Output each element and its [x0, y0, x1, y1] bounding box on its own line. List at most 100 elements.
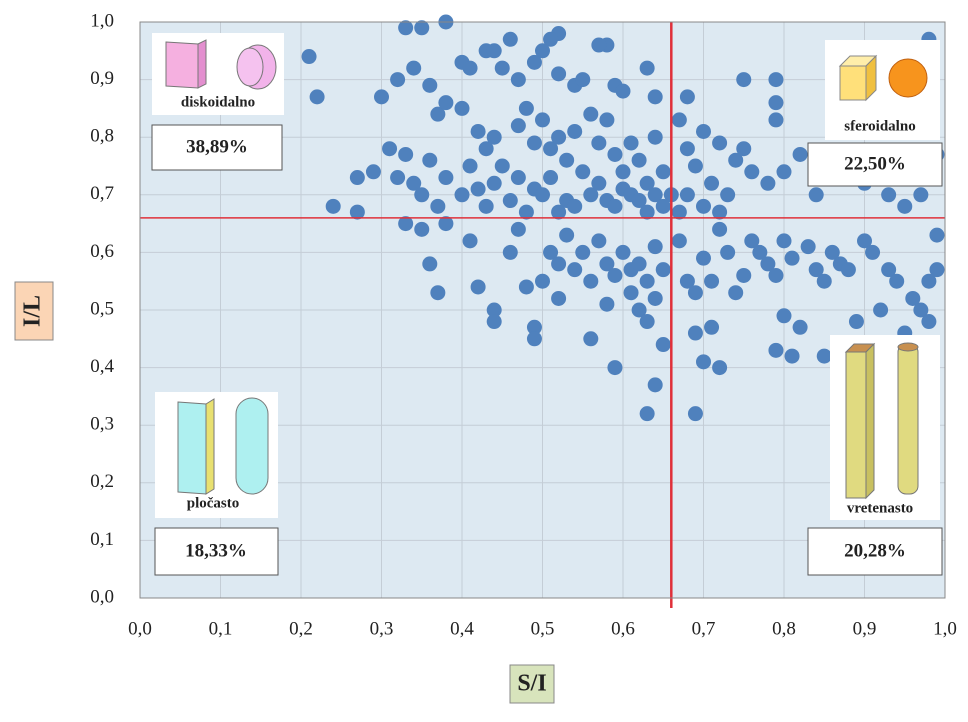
point: [921, 273, 937, 289]
point: [551, 290, 567, 306]
point: [438, 95, 454, 111]
point: [655, 337, 671, 353]
y-tick-label: 0,2: [90, 471, 114, 492]
point: [583, 331, 599, 347]
point: [687, 158, 703, 174]
annotation: sferoidalno: [844, 118, 915, 134]
point: [929, 227, 945, 243]
y-tick-label: 0,5: [90, 298, 114, 319]
point: [696, 354, 711, 370]
point: [414, 221, 430, 237]
point: [704, 175, 720, 191]
point: [776, 233, 792, 249]
point: [768, 95, 784, 111]
point: [494, 158, 510, 174]
annotation: pločasto: [187, 495, 240, 511]
point: [752, 244, 768, 260]
point: [607, 267, 623, 283]
point: [784, 348, 800, 364]
point: [865, 244, 881, 260]
point: [486, 175, 502, 191]
y-tick-label: 0,6: [90, 241, 114, 262]
point: [857, 233, 872, 249]
point: [720, 187, 736, 203]
point: [535, 273, 550, 289]
point: [422, 256, 438, 272]
x-axis-label: S/I: [517, 671, 546, 697]
y-tick-label: 0,7: [90, 183, 114, 204]
point: [607, 198, 623, 214]
point: [567, 123, 583, 139]
point: [583, 187, 599, 203]
point: [543, 244, 559, 260]
point: [390, 72, 406, 88]
point: [744, 164, 760, 180]
point: [696, 198, 711, 214]
point: [840, 262, 856, 278]
point: [462, 158, 478, 174]
point: [913, 187, 929, 203]
x-tick-label: 0,3: [370, 618, 394, 639]
point: [897, 198, 913, 214]
point: [591, 175, 607, 191]
point: [543, 170, 559, 186]
point: [881, 262, 897, 278]
point: [631, 256, 647, 272]
point: [671, 112, 687, 128]
point: [518, 204, 534, 220]
point: [535, 112, 550, 128]
point: [526, 135, 542, 151]
point: [406, 175, 422, 191]
point: [494, 60, 510, 76]
point: [607, 360, 623, 376]
point: [687, 285, 703, 301]
x-tick-label: 1,0: [933, 618, 957, 639]
point: [639, 204, 655, 220]
point: [486, 314, 502, 330]
point: [325, 198, 341, 214]
disc-box: diskoidalno 38,89%: [151, 33, 284, 171]
x-tick-label: 0,0: [128, 618, 152, 639]
point: [526, 54, 542, 70]
point: [374, 89, 389, 105]
sphere-box: sferoidalno 22,50%: [807, 40, 943, 187]
point: [792, 319, 808, 335]
point: [687, 325, 703, 341]
point: [559, 152, 575, 168]
point: [551, 129, 567, 145]
point: [816, 273, 832, 289]
point: [712, 360, 728, 376]
point: [647, 187, 663, 203]
point: [551, 204, 567, 220]
point: [535, 43, 550, 59]
point: [575, 244, 591, 260]
y-tick-label: 0,1: [90, 529, 114, 550]
point: [696, 250, 711, 266]
point: [526, 331, 542, 347]
point: [696, 123, 711, 139]
point: [430, 106, 446, 122]
point: [398, 20, 414, 36]
point: [454, 187, 470, 203]
point: [551, 66, 567, 82]
point: [575, 72, 591, 88]
point: [639, 175, 655, 191]
annotation: diskoidalno: [181, 94, 255, 110]
point: [792, 146, 808, 162]
point: [615, 83, 631, 99]
point: [422, 77, 438, 93]
point: [518, 279, 534, 295]
x-tick-label: 0,6: [611, 618, 635, 639]
point: [913, 302, 929, 318]
point: [679, 187, 695, 203]
point: [591, 233, 607, 249]
point: [671, 204, 687, 220]
point: [430, 285, 446, 301]
point: [623, 285, 639, 301]
point: [655, 262, 671, 278]
point: [647, 377, 663, 393]
point: [502, 193, 518, 209]
point: [760, 256, 776, 272]
annotation: vretenasto: [847, 500, 913, 516]
